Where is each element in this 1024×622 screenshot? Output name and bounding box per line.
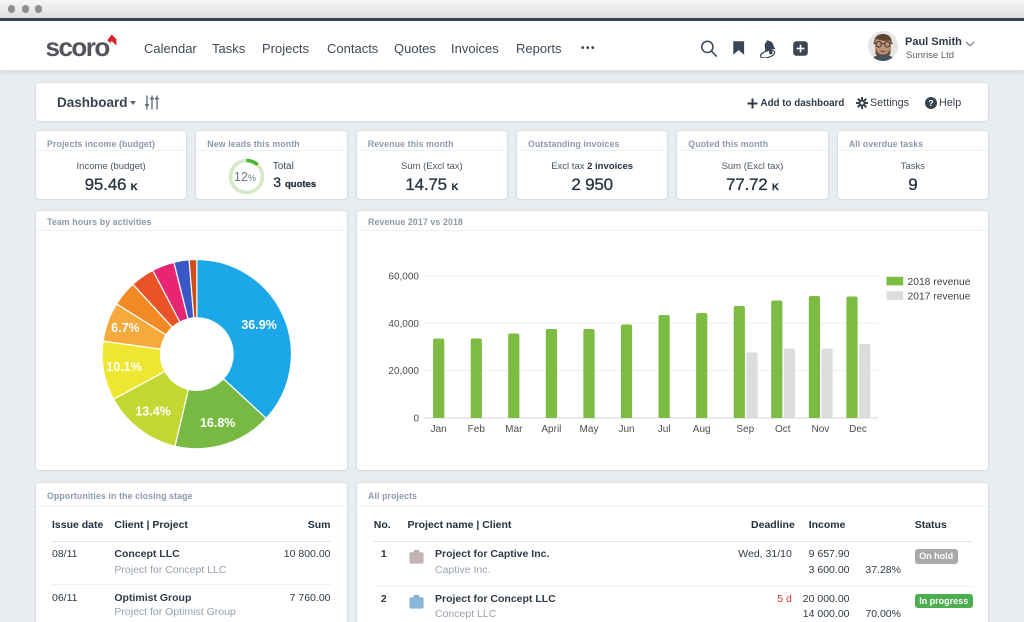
svg-text:May: May [580,424,599,435]
svg-text:April: April [541,424,561,435]
svg-text:13.4%: 13.4% [135,404,170,418]
svg-text:Sep: Sep [736,424,754,435]
svg-text:Mar: Mar [505,424,523,435]
svg-text:?: ? [928,98,933,108]
svg-text:36.9%: 36.9% [241,318,276,332]
svg-text:6.7%: 6.7% [111,321,140,335]
svg-text:10.1%: 10.1% [106,360,141,374]
svg-text:Jan: Jan [431,424,447,435]
svg-text:60,000: 60,000 [388,271,419,282]
svg-text:Oct: Oct [775,424,791,435]
svg-text:Jul: Jul [658,424,671,435]
svg-text:12%: 12% [234,170,256,184]
svg-text:2017 revenue: 2017 revenue [908,291,971,302]
svg-text:40,000: 40,000 [388,318,419,329]
svg-text:Feb: Feb [468,424,486,435]
svg-text:Dec: Dec [849,424,867,435]
svg-text:20,000: 20,000 [388,366,419,377]
svg-text:Aug: Aug [693,424,711,435]
svg-text:16.8%: 16.8% [200,416,235,430]
svg-text:0: 0 [413,413,419,424]
svg-text:Nov: Nov [812,424,830,435]
svg-text:2018 revenue: 2018 revenue [908,277,971,288]
svg-text:Jun: Jun [618,424,634,435]
